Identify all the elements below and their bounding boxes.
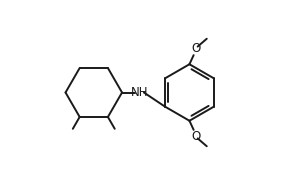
- Text: NH: NH: [131, 86, 148, 99]
- Text: O: O: [191, 130, 200, 143]
- Text: O: O: [191, 42, 200, 55]
